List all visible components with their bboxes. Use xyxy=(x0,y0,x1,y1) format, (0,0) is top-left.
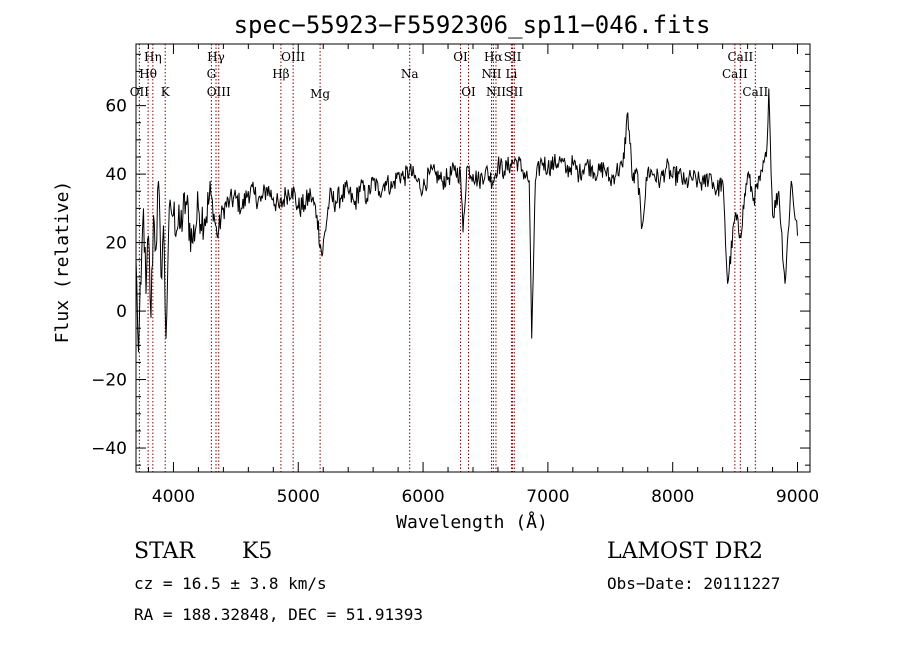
y-axis-label: Flux (relative) xyxy=(52,181,73,344)
object-subclass: K5 xyxy=(242,539,272,564)
spectral-line-label: Hα xyxy=(484,50,503,64)
axis-tick-labels: 4000 5000 6000 7000 8000 9000 −40 −20 0 20 40 60 xyxy=(91,97,819,507)
spectral-line-label: SII xyxy=(504,50,522,64)
spectral-line-label: Na xyxy=(401,67,419,81)
x-tick-label: 4000 xyxy=(152,487,195,507)
info-panel: STAR K5 LAMOST DR2 cz = 16.5 ± 3.8 km/s … xyxy=(134,539,780,624)
spectral-line-label: CaII xyxy=(742,85,768,99)
plot-frame xyxy=(135,43,811,473)
spectrum-series xyxy=(135,88,798,353)
x-tick-label: 6000 xyxy=(401,487,444,507)
plot-axes xyxy=(135,43,811,473)
spectral-line-label: OI xyxy=(461,85,476,99)
x-tick-label: 9000 xyxy=(776,487,819,507)
spectral-line-label: G xyxy=(207,67,217,81)
spectral-line-label: CaII xyxy=(727,50,753,64)
spectral-line-labels: OIIHθHηKHγGOIIIHβOIIIMgNaOIOIHαNIINIISII… xyxy=(130,50,769,101)
y-tick-label: 40 xyxy=(105,165,127,185)
x-tick-label: 5000 xyxy=(277,487,320,507)
spectral-line-label: Hθ xyxy=(139,67,157,81)
spectral-line-label: Li xyxy=(506,67,518,81)
spectral-line-label: NII xyxy=(481,67,501,81)
spectral-line-label: OII xyxy=(130,85,150,99)
y-tick-label: 60 xyxy=(105,97,127,117)
spectrum-line xyxy=(135,88,798,353)
spectral-line-label: K xyxy=(161,85,171,99)
y-tick-label: −40 xyxy=(91,439,127,459)
x-axis-label: Wavelength (Å) xyxy=(396,511,548,533)
spectral-line-label: Hβ xyxy=(272,67,289,81)
y-tick-label: 0 xyxy=(116,302,127,322)
spectral-line-label: CaII xyxy=(722,67,748,81)
spectral-line-label: SII xyxy=(505,85,523,99)
y-tick-label: 20 xyxy=(105,234,127,254)
spectral-line-markers xyxy=(138,44,756,472)
survey-name: LAMOST DR2 xyxy=(607,539,763,564)
spectral-line-label: OI xyxy=(453,50,468,64)
sky-coordinates: RA = 188.32848, DEC = 51.91393 xyxy=(134,605,423,624)
redshift-value: cz = 16.5 ± 3.8 km/s xyxy=(134,574,327,593)
x-tick-label: 8000 xyxy=(651,487,694,507)
axis-ticks xyxy=(136,44,810,472)
spectral-line-label: Hη xyxy=(144,50,162,64)
chart-title: spec−55923−F5592306_sp11−046.fits xyxy=(234,11,711,39)
object-type: STAR xyxy=(134,539,196,564)
spectral-line-label: Mg xyxy=(310,87,330,101)
spectral-line-label: Hγ xyxy=(207,50,225,64)
spectral-line-label: NII xyxy=(486,85,506,99)
spectral-line-label: OIII xyxy=(207,85,231,99)
spectral-line-label: OIII xyxy=(281,50,305,64)
x-tick-label: 7000 xyxy=(526,487,569,507)
y-tick-label: −20 xyxy=(91,371,127,391)
observation-date: Obs−Date: 20111227 xyxy=(607,574,780,593)
